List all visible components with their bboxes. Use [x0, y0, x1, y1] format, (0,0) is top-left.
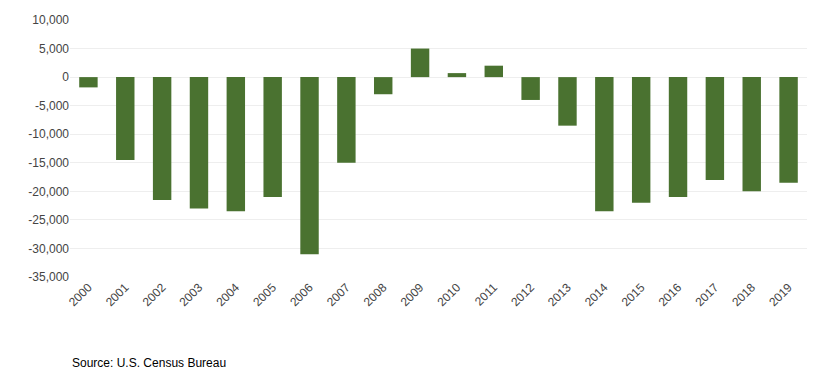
svg-text:-35,000: -35,000 [28, 270, 69, 284]
svg-text:-20,000: -20,000 [28, 185, 69, 199]
svg-text:2001: 2001 [103, 280, 132, 309]
svg-text:2004: 2004 [213, 280, 242, 309]
svg-text:2011: 2011 [472, 280, 500, 308]
svg-text:-5,000: -5,000 [35, 99, 69, 113]
svg-text:2002: 2002 [140, 280, 169, 309]
svg-text:Source: U.S. Census Bureau: Source: U.S. Census Bureau [72, 356, 226, 370]
svg-text:2013: 2013 [545, 280, 574, 309]
svg-text:2017: 2017 [692, 280, 721, 309]
svg-text:2016: 2016 [656, 280, 685, 309]
svg-text:2000: 2000 [66, 280, 95, 309]
svg-text:2014: 2014 [582, 280, 611, 309]
svg-text:-10,000: -10,000 [28, 127, 69, 141]
svg-text:10,000: 10,000 [32, 13, 69, 27]
svg-text:-25,000: -25,000 [28, 213, 69, 227]
svg-text:2007: 2007 [324, 280, 353, 309]
svg-text:2005: 2005 [250, 280, 279, 309]
svg-text:2009: 2009 [398, 280, 427, 309]
svg-text:2010: 2010 [435, 280, 464, 309]
svg-text:2003: 2003 [177, 280, 206, 309]
svg-text:2018: 2018 [729, 280, 758, 309]
svg-text:2012: 2012 [508, 280, 537, 309]
svg-text:5,000: 5,000 [39, 42, 69, 56]
svg-text:-30,000: -30,000 [28, 242, 69, 256]
svg-text:2006: 2006 [287, 280, 316, 309]
svg-text:0: 0 [62, 70, 69, 84]
svg-text:2015: 2015 [619, 280, 648, 309]
svg-text:2019: 2019 [766, 280, 795, 309]
svg-text:-15,000: -15,000 [28, 156, 69, 170]
svg-text:2008: 2008 [361, 280, 390, 309]
